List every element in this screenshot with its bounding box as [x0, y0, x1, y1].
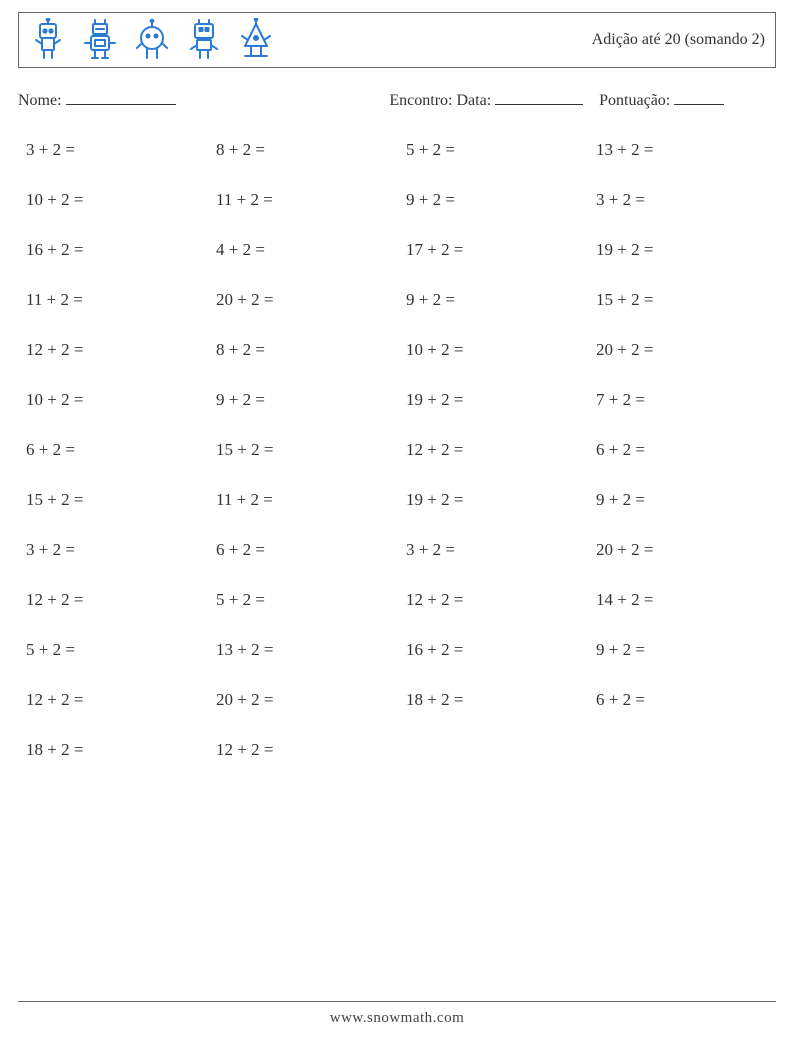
score-label: Pontuação:: [599, 92, 670, 109]
problem-cell: 20 + 2 =: [216, 690, 396, 710]
problem-cell: [406, 740, 586, 760]
problem-cell: 9 + 2 =: [216, 390, 396, 410]
problem-cell: 19 + 2 =: [406, 390, 586, 410]
problem-cell: 18 + 2 =: [26, 740, 206, 760]
problem-cell: 11 + 2 =: [216, 490, 396, 510]
problem-cell: 12 + 2 =: [26, 340, 206, 360]
problem-cell: 9 + 2 =: [406, 190, 586, 210]
problem-cell: 10 + 2 =: [406, 340, 586, 360]
name-label: Nome:: [18, 92, 62, 109]
worksheet-page: Adição até 20 (somando 2) Nome: Encontro…: [0, 0, 794, 1053]
problem-cell: 6 + 2 =: [216, 540, 396, 560]
problem-cell: 8 + 2 =: [216, 140, 396, 160]
problem-cell: 12 + 2 =: [216, 740, 396, 760]
problem-cell: 5 + 2 =: [216, 590, 396, 610]
problem-cell: 9 + 2 =: [596, 640, 776, 660]
problem-cell: 6 + 2 =: [596, 440, 776, 460]
problem-cell: 12 + 2 =: [26, 590, 206, 610]
problem-cell: 4 + 2 =: [216, 240, 396, 260]
problem-cell: 8 + 2 =: [216, 340, 396, 360]
problem-cell: 11 + 2 =: [26, 290, 206, 310]
problem-cell: 17 + 2 =: [406, 240, 586, 260]
problem-cell: 15 + 2 =: [596, 290, 776, 310]
problem-cell: 18 + 2 =: [406, 690, 586, 710]
date-blank: [495, 90, 583, 105]
score-blank: [674, 90, 724, 105]
problem-cell: 19 + 2 =: [596, 240, 776, 260]
problem-cell: 13 + 2 =: [596, 140, 776, 160]
problem-cell: 20 + 2 =: [596, 340, 776, 360]
problem-cell: 5 + 2 =: [26, 640, 206, 660]
problem-cell: 15 + 2 =: [26, 490, 206, 510]
score-field: Pontuação:: [599, 90, 724, 110]
name-field: Nome:: [18, 90, 389, 110]
header-box: Adição até 20 (somando 2): [18, 12, 776, 68]
footer-text: www.snowmath.com: [330, 1010, 465, 1026]
date-field: Encontro: Data:: [389, 90, 595, 110]
robot-icon: [185, 18, 223, 62]
problem-cell: 10 + 2 =: [26, 390, 206, 410]
problem-cell: 9 + 2 =: [406, 290, 586, 310]
problem-cell: 3 + 2 =: [406, 540, 586, 560]
robot-icon: [81, 18, 119, 62]
problem-cell: 12 + 2 =: [406, 590, 586, 610]
problem-cell: 11 + 2 =: [216, 190, 396, 210]
problem-cell: 15 + 2 =: [216, 440, 396, 460]
problem-cell: 14 + 2 =: [596, 590, 776, 610]
problem-cell: [596, 740, 776, 760]
problem-cell: 6 + 2 =: [26, 440, 206, 460]
name-blank: [66, 90, 176, 105]
problem-cell: 19 + 2 =: [406, 490, 586, 510]
worksheet-title: Adição até 20 (somando 2): [592, 31, 765, 49]
problem-cell: 9 + 2 =: [596, 490, 776, 510]
problem-cell: 7 + 2 =: [596, 390, 776, 410]
robot-icon: [237, 18, 275, 62]
robot-icon: [133, 18, 171, 62]
info-row: Nome: Encontro: Data: Pontuação:: [18, 90, 776, 110]
problem-cell: 12 + 2 =: [406, 440, 586, 460]
footer: www.snowmath.com: [18, 1001, 776, 1027]
problem-cell: 3 + 2 =: [26, 540, 206, 560]
problem-cell: 16 + 2 =: [406, 640, 586, 660]
problem-cell: 16 + 2 =: [26, 240, 206, 260]
robot-icon: [29, 18, 67, 62]
problem-cell: 3 + 2 =: [596, 190, 776, 210]
problem-cell: 20 + 2 =: [596, 540, 776, 560]
problems-grid: 3 + 2 = 8 + 2 = 5 + 2 = 13 + 2 = 10 + 2 = 11 …: [18, 140, 776, 760]
problem-cell: 20 + 2 =: [216, 290, 396, 310]
robot-icon-row: [29, 18, 275, 62]
problem-cell: 10 + 2 =: [26, 190, 206, 210]
problem-cell: 13 + 2 =: [216, 640, 396, 660]
date-label: Encontro: Data:: [389, 92, 491, 109]
problem-cell: 6 + 2 =: [596, 690, 776, 710]
problem-cell: 3 + 2 =: [26, 140, 206, 160]
problem-cell: 12 + 2 =: [26, 690, 206, 710]
problem-cell: 5 + 2 =: [406, 140, 586, 160]
